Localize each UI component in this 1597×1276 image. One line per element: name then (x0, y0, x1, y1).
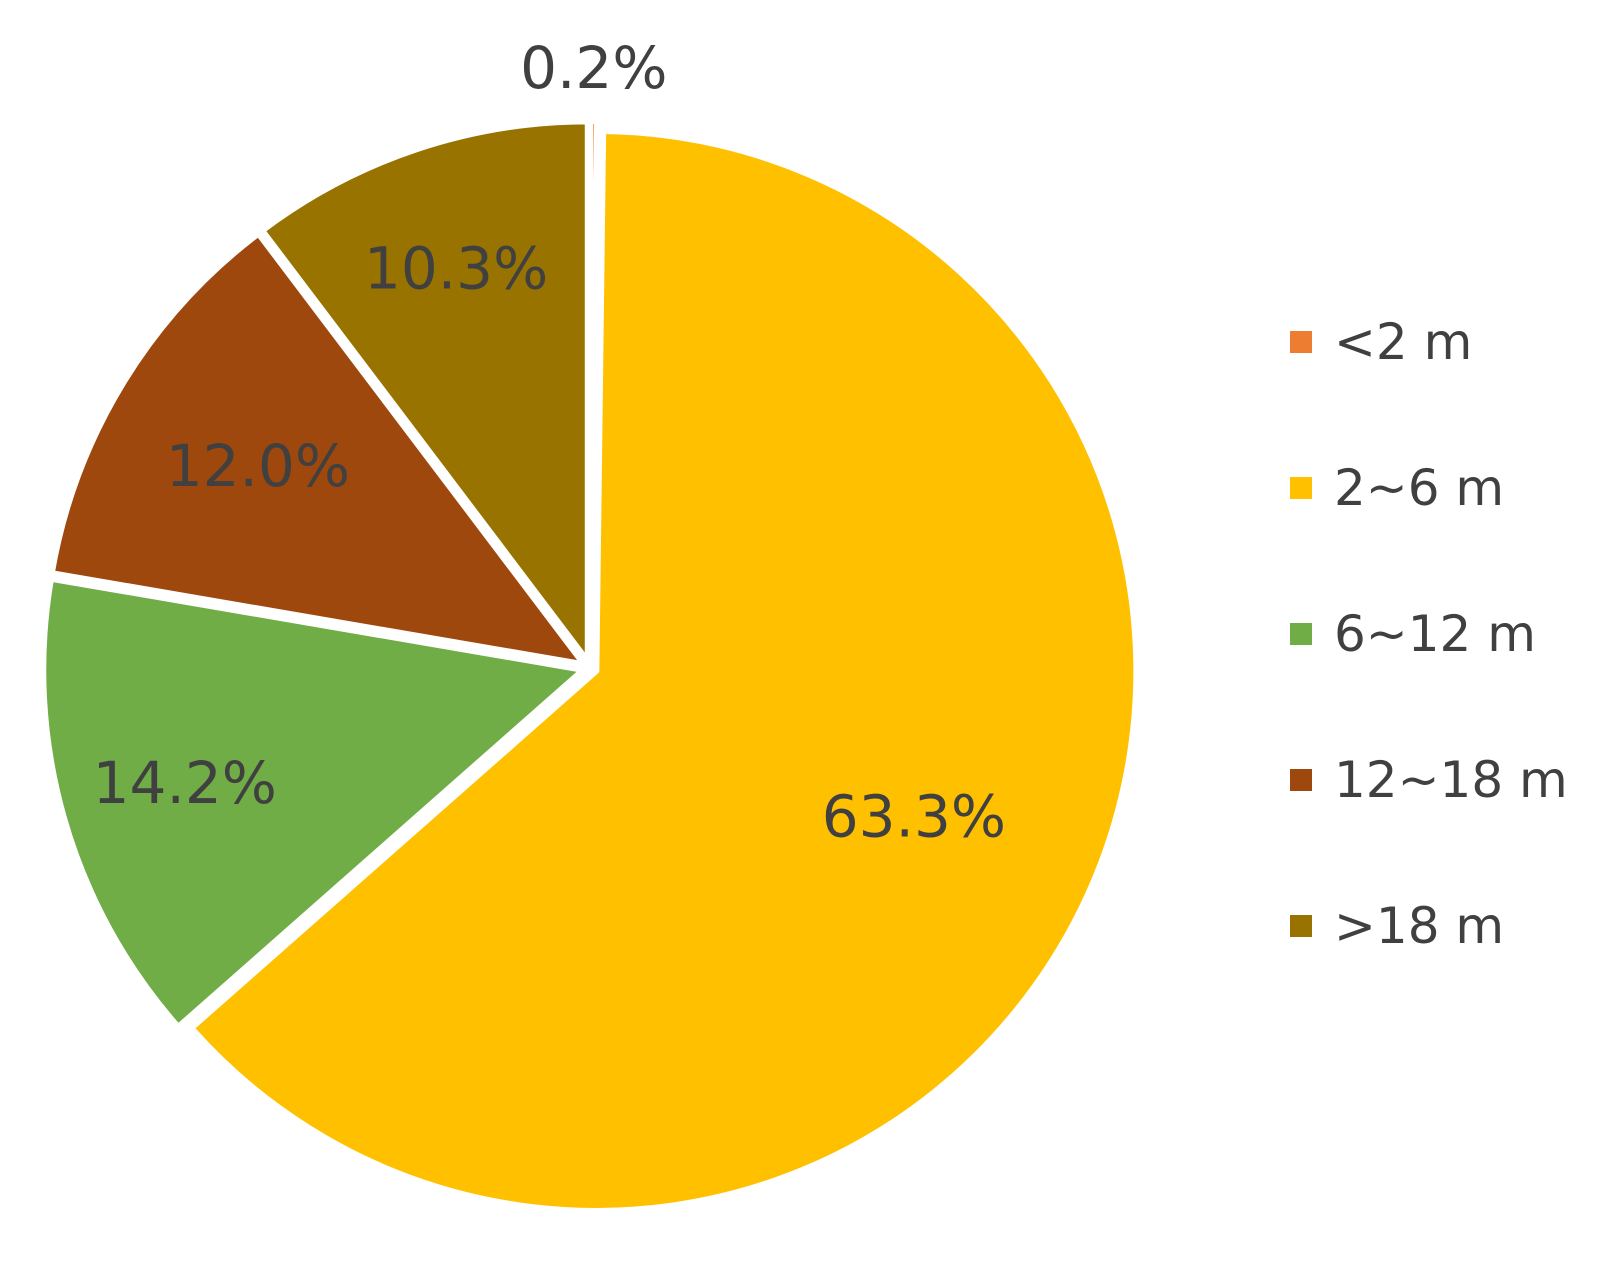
data-label-3: 14.2% (93, 749, 277, 817)
legend-swatch-5 (1290, 915, 1312, 937)
data-label-5: 10.3% (364, 235, 548, 303)
data-label-4: 12.0% (166, 432, 350, 500)
legend-swatch-4 (1290, 769, 1312, 791)
pie-slice-4 (48, 230, 588, 668)
legend-label-4: 12~18 m (1334, 751, 1568, 809)
legend-label-3: 6~12 m (1334, 605, 1536, 663)
pie-slice-3 (40, 575, 587, 1031)
legend-label-1: <2 m (1334, 313, 1472, 371)
legend-swatch-3 (1290, 623, 1312, 645)
legend-label-2: 2~6 m (1334, 459, 1504, 517)
legend-item-4: 12~18 m (1290, 751, 1568, 809)
pie-slice-2 (188, 127, 1140, 1214)
data-label-2: 63.3% (822, 783, 1006, 851)
legend-item-3: 6~12 m (1290, 605, 1536, 663)
pie-slice-5 (259, 118, 591, 665)
legend-swatch-2 (1290, 477, 1312, 499)
legend-swatch-1 (1290, 331, 1312, 353)
pie-slices (40, 118, 1140, 1214)
legend-item-5: >18 m (1290, 897, 1504, 955)
legend-item-2: 2~6 m (1290, 459, 1504, 517)
legend-label-5: >18 m (1334, 897, 1504, 955)
legend-item-1: <2 m (1290, 313, 1472, 371)
legend: <2 m 2~6 m 6~12 m 12~18 m >18 m (1290, 313, 1568, 955)
data-label-1: 0.2% (520, 34, 667, 102)
pie-data-labels: 0.2% 63.3% 14.2% 12.0% 10.3% (93, 34, 1006, 851)
